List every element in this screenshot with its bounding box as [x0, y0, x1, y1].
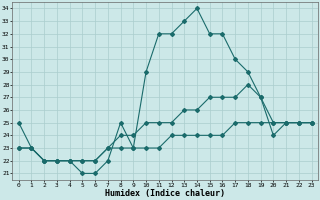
X-axis label: Humidex (Indice chaleur): Humidex (Indice chaleur)	[105, 189, 225, 198]
